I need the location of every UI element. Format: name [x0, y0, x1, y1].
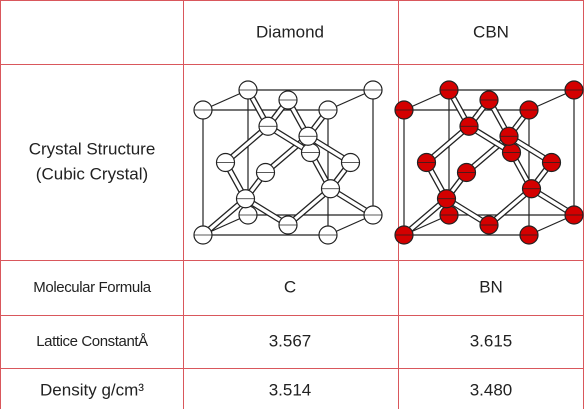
cell: BN	[479, 277, 503, 296]
header-cell: Diamond	[256, 22, 324, 41]
cell: 3.567	[269, 331, 312, 350]
row-label: Lattice ConstantÅ	[36, 333, 148, 350]
header-cell: CBN	[473, 22, 509, 41]
row-label: Crystal Structure	[29, 139, 156, 158]
cell: C	[284, 277, 296, 296]
row-label: Density g/cm³	[40, 380, 144, 399]
crystal-illustration	[394, 80, 584, 245]
cell: 3.615	[470, 331, 513, 350]
cell: 3.480	[470, 380, 513, 399]
cell: 3.514	[269, 380, 312, 399]
crystal-illustration	[193, 80, 383, 245]
row-label: Molecular Formula	[33, 279, 151, 296]
row-label: (Cubic Crystal)	[36, 164, 148, 183]
